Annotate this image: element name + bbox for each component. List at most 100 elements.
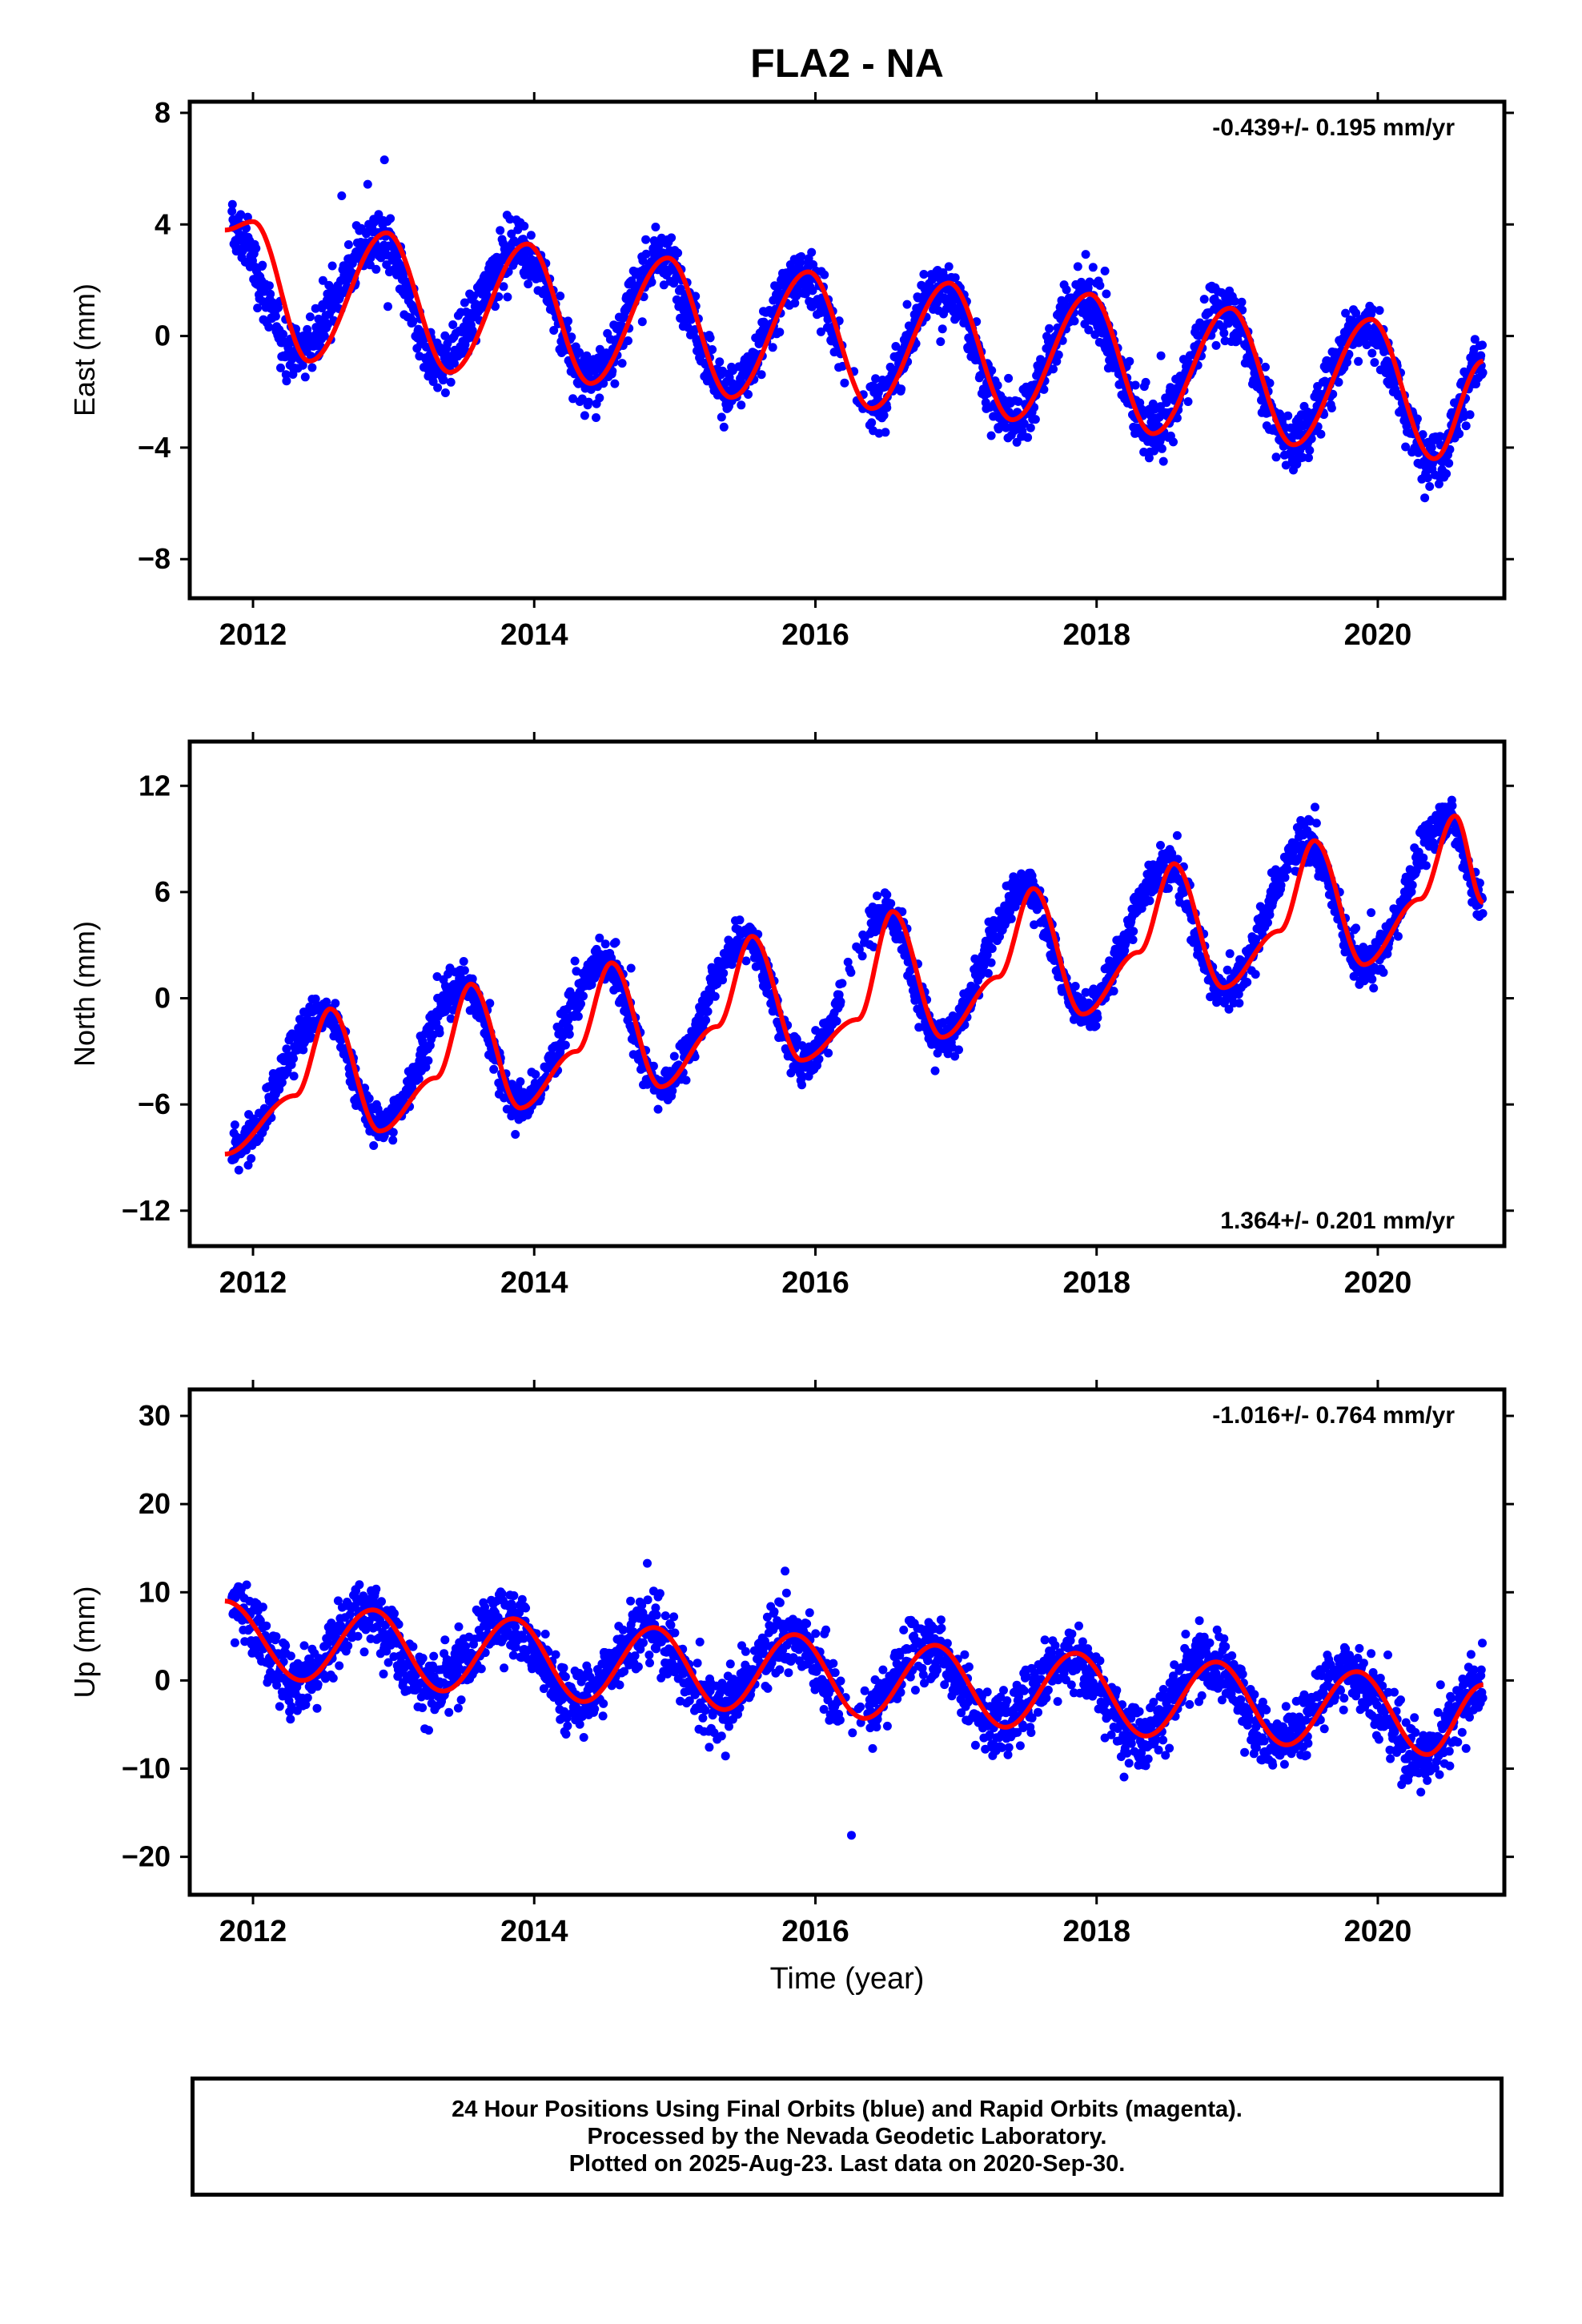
north-data-point [735,915,745,925]
north-data-point [600,939,610,949]
east-data-point [1030,415,1040,424]
east-data-point [840,378,849,388]
east-data-point [1401,442,1411,452]
north-data-point [797,1080,806,1090]
north-data-point [388,1136,398,1145]
east-data-point [638,256,648,265]
north-data-point [511,1130,520,1139]
north-data-point [460,966,469,975]
east-data-point [281,370,291,380]
north-data-point [243,1160,253,1170]
east-data-point [440,331,450,340]
north-data-point [1351,923,1361,933]
east-data-point [386,214,396,223]
east-data-point [641,235,651,244]
north-data-point [1172,830,1182,840]
east-data-point [568,394,578,404]
east-data-point [236,210,246,219]
east-data-point [641,249,651,259]
y-tick-label: −4 [138,431,171,464]
north-data-point [710,991,720,1001]
east-data-point [797,251,806,261]
north-data-point [987,944,997,953]
east-data-point [1434,479,1443,489]
east-data-point [1476,351,1486,360]
east-data-point [371,264,381,274]
east-data-point [227,199,237,209]
east-data-point [343,240,353,249]
east-data-point [307,363,317,372]
x-tick-label: 2012 [219,618,287,652]
north-data-point [986,958,996,967]
east-data-point [882,403,892,412]
east-data-point [1427,443,1436,452]
east-data-point [1327,404,1336,412]
east-data-point [564,316,572,326]
east-data-point [1442,469,1452,479]
east-data-point [1423,473,1432,483]
east-data-point [987,366,997,376]
north-data-point [1367,975,1377,984]
east-data-point [1305,445,1315,455]
north-data-point [230,1120,239,1130]
y-tick-label: 0 [155,320,171,352]
east-data-point [1125,356,1134,366]
east-data-point [1283,411,1293,420]
north-data-point [1235,999,1244,1008]
north-data-point [832,1016,841,1026]
north-data-point [1407,880,1417,890]
north-data-point [1265,910,1275,919]
east-data-point [460,298,469,308]
east-data-point [503,292,512,302]
east-data-point [1156,351,1166,360]
east-data-point [1039,384,1049,394]
north-data-point [1091,1021,1101,1031]
north-data-point [611,938,620,947]
east-data-point [363,179,372,189]
east-data-point [305,312,315,322]
east-data-point [549,326,559,335]
north-data-point [531,1070,540,1080]
north-data-point [836,997,845,1007]
north-data-point [668,1086,677,1096]
east-data-point [808,286,817,296]
east-data-point [1157,444,1166,453]
east-data-point [1081,250,1090,259]
east-data-point [1158,456,1168,466]
east-data-point [1316,429,1326,439]
north-data-point [1163,883,1173,893]
east-data-point [1261,362,1270,372]
east-data-point [1169,437,1178,447]
east-data-point [1166,383,1175,392]
north-data-point [1311,802,1319,812]
east-data-point [1139,448,1149,456]
east-data-point [311,304,320,313]
east-data-point [1095,281,1105,290]
north-data-point [882,890,892,899]
north-data-point [626,963,636,973]
east-data-point [801,289,810,299]
east-data-point [448,320,458,329]
north-data-point [1129,927,1138,936]
x-tick-label: 2020 [1344,618,1412,652]
y-tick-label: 4 [155,207,171,240]
east-data-point [1455,429,1464,439]
north-data-point [576,999,585,1008]
east-data-point [1045,324,1054,333]
east-data-point [1026,423,1035,432]
east-data-point [580,411,589,420]
east-data-point [820,270,829,279]
east-data-point [405,291,415,300]
east-data-point [567,332,576,342]
east-data-point [867,418,877,428]
north-data-point [424,1055,433,1065]
east-data-point [491,302,500,312]
east-data-point [1375,306,1384,316]
east-data-point [433,383,443,392]
east-data-point [775,328,785,337]
east-data-point [986,431,996,440]
east-data-point [1307,434,1316,444]
north-data-point [1263,918,1272,927]
